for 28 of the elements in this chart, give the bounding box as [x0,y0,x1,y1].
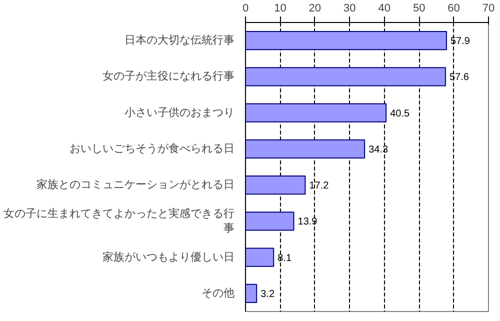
x-tick-label: 20 [308,2,322,14]
data-label: 17.2 [309,180,330,192]
data-label: 40.5 [390,108,410,120]
bar [246,31,447,50]
y-tick-label: その他 [202,287,234,300]
x-tick-label: 70 [482,2,495,14]
x-tick-label: 50 [412,2,426,14]
x-tick-label: 60 [448,2,460,14]
bar [246,67,446,86]
y-tick-label: 日本の大切な伝統行事 [124,34,234,47]
bar [246,139,366,158]
data-label: 3.2 [260,288,275,300]
y-tick-label: 家族がいつもより優しい日 [102,250,234,264]
data-label: 57.9 [450,36,470,48]
y-tick-label: 家族とのコミュニケーションがとれる日 [36,178,234,192]
x-tick-label: 40 [378,2,390,14]
bar [246,103,387,122]
y-tick-label: 小さい子供のおまつり [124,106,234,119]
bar [246,248,274,267]
bar [246,284,258,303]
y-tick-label: おいしいごちそうが食べられる日 [70,142,234,155]
bar [246,212,294,231]
x-tick-label: 30 [344,2,356,14]
y-tick-label: 女の子が主役になれる行事 [102,70,234,83]
x-tick-label: 10 [274,2,286,14]
bar [246,176,306,195]
x-tick-label: 0 [242,2,249,14]
y-tick-label: 女の子に生まれてきてよかったと実感できる行事 [4,206,234,234]
